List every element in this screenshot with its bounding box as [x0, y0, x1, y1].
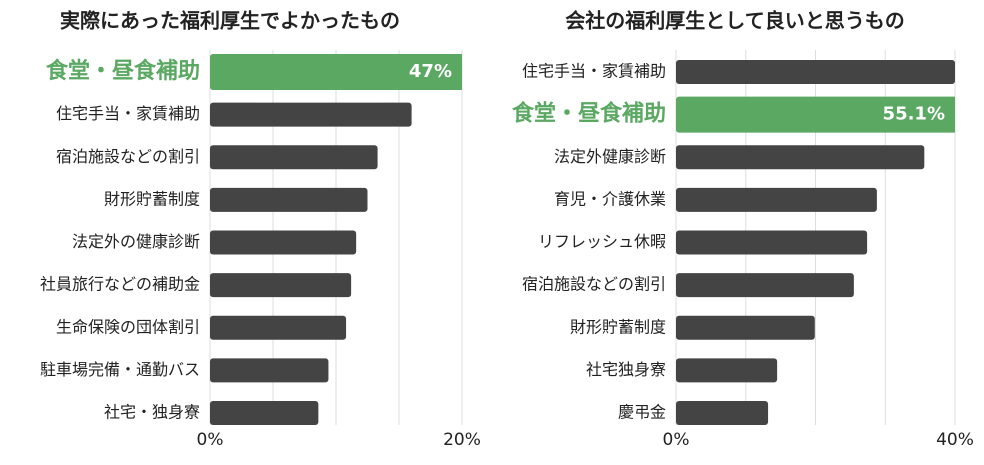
- category-label: リフレッシュ休暇: [538, 232, 666, 251]
- category-label: 住宅手当・家賃補助: [56, 104, 200, 123]
- bar: [676, 358, 778, 383]
- category-label: 食堂・昼食補助: [46, 58, 200, 84]
- category-label: 財形貯蓄制度: [104, 189, 200, 208]
- bar: [676, 401, 769, 425]
- bar: [210, 401, 319, 425]
- category-label: 宿泊施設などの割引: [522, 275, 666, 294]
- bar: [676, 145, 925, 170]
- bar: [210, 273, 352, 298]
- bar: [676, 273, 854, 298]
- bar: [676, 96, 955, 133]
- category-label: 住宅手当・家賃補助: [522, 62, 666, 81]
- bar-chart: 実際にあった福利厚生でよかったもの 0% 20% 食堂・昼食補助 47% 住宅手当・家賃補…: [40, 9, 481, 451]
- x-tick-label: 0%: [197, 430, 224, 450]
- bar: [210, 230, 357, 255]
- category-label: 宿泊施設などの割引: [56, 147, 200, 166]
- category-label: 育児・介護休業: [554, 189, 666, 208]
- category-label: 駐車場完備・通勤バス: [40, 360, 200, 379]
- category-label: 財形貯蓄制度: [570, 317, 666, 336]
- category-label: 法定外の健康診断: [72, 232, 200, 251]
- category-label: 社員旅行などの補助金: [40, 275, 200, 294]
- category-label: 生命保険の団体割引: [56, 317, 200, 336]
- bar: [676, 315, 815, 340]
- bar: [210, 54, 462, 90]
- bar: [210, 102, 412, 127]
- bar: [210, 145, 378, 170]
- category-label: 慶弔金: [618, 403, 666, 422]
- bar: [210, 358, 329, 383]
- bar: [676, 60, 955, 84]
- category-label: 社宅・独身寮: [104, 403, 200, 422]
- bar: [210, 187, 368, 212]
- chart-title: 会社の福利厚生として良いと思うもの: [565, 9, 904, 33]
- bar: [676, 230, 868, 255]
- chart-title: 実際にあった福利厚生でよかったもの: [60, 9, 400, 33]
- category-label: 食堂・昼食補助: [512, 101, 666, 127]
- x-tick-label: 0%: [663, 430, 690, 450]
- bar: [676, 187, 877, 212]
- bar: [210, 315, 347, 340]
- category-label: 社宅独身寮: [586, 360, 666, 379]
- value-label: 47%: [409, 61, 452, 82]
- value-label: 55.1%: [883, 104, 945, 125]
- category-label: 法定外健康診断: [554, 147, 666, 166]
- x-tick-label: 20%: [443, 430, 481, 450]
- x-tick-label: 40%: [936, 430, 974, 450]
